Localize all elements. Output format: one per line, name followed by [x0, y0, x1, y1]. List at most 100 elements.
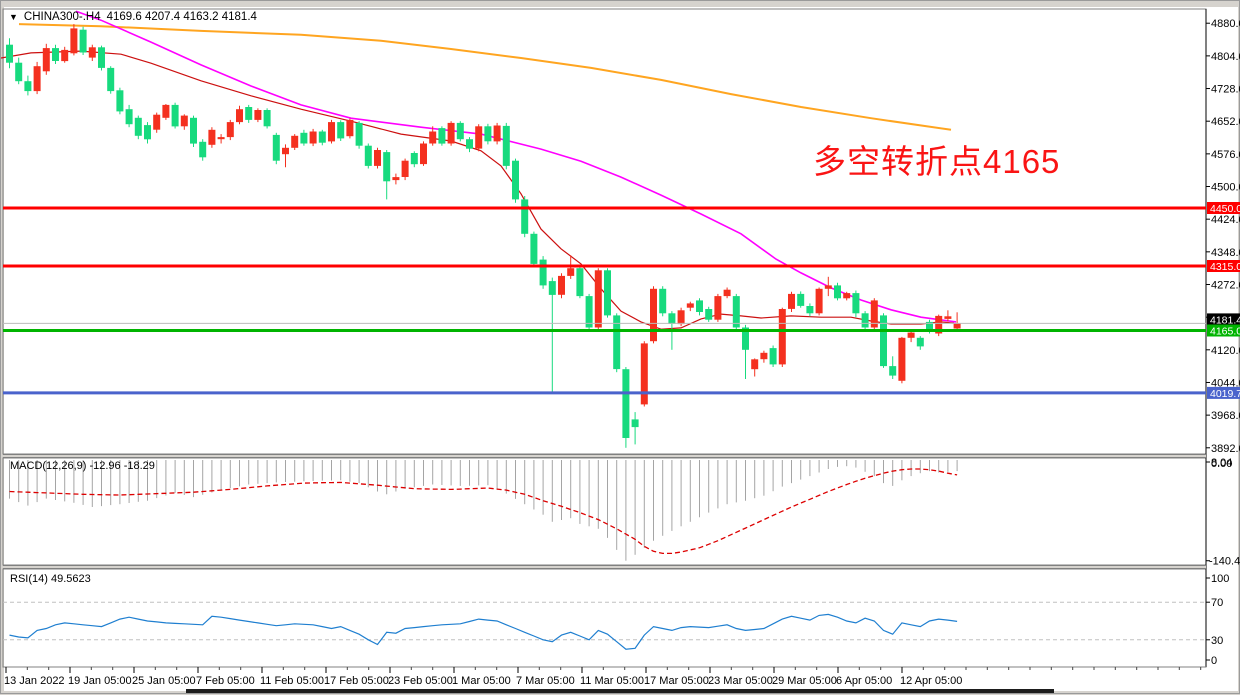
candle-body	[650, 288, 657, 342]
chart-paper[interactable]	[4, 7, 1238, 691]
candle-body	[521, 199, 529, 234]
price-axis-label: 3892.0	[1211, 443, 1240, 455]
candle-body	[502, 125, 510, 166]
candle-body	[548, 281, 556, 295]
price-axis-label: 4652.0	[1211, 116, 1240, 128]
date-axis-label: 17 Mar 05:00	[644, 675, 709, 687]
candle-body	[190, 117, 197, 144]
candle-body	[512, 160, 519, 200]
level-badge-4450.0	[1207, 202, 1240, 214]
current-price-badge-text: 4181.4	[1210, 314, 1240, 326]
candle-body	[677, 310, 685, 325]
chart-annotation: 多空转折点4165	[813, 143, 1061, 180]
price-axis-label: 4348.0	[1211, 247, 1240, 259]
rsi-indicator-label: RSI(14) 49.5623	[10, 573, 91, 585]
candle-body	[953, 323, 961, 329]
candle-body	[153, 114, 161, 130]
candle-body	[585, 296, 593, 328]
candle-body	[622, 369, 630, 438]
candle-body	[282, 147, 289, 155]
candle-body	[98, 47, 105, 68]
price-axis-label: 4044.0	[1211, 377, 1240, 389]
candle-body	[631, 419, 639, 428]
candle-body	[723, 289, 731, 297]
symbol-timeframe-label: CHINA300-.H4	[23, 11, 101, 23]
candle-body	[429, 131, 437, 144]
candle-body	[125, 109, 133, 125]
candle-body	[162, 104, 170, 118]
candle-body	[144, 125, 151, 140]
panel-separator-rsi[interactable]	[3, 565, 1206, 569]
candle-body	[778, 309, 786, 365]
rsi-axis-label: 70	[1211, 597, 1223, 609]
price-axis-label: 4500.0	[1211, 182, 1240, 194]
candle-body	[392, 177, 400, 181]
candle-body	[318, 131, 326, 143]
candle-body	[272, 134, 280, 161]
macd-panel[interactable]	[2, 457, 1207, 566]
date-axis-label: 13 Jan 2022	[4, 675, 65, 687]
candle-body	[558, 275, 565, 295]
candle-body	[24, 81, 32, 92]
date-axis-label: 23 Mar 05:00	[708, 675, 773, 687]
h-scrollbar-thumb[interactable]	[186, 689, 1054, 693]
candle-body	[134, 117, 142, 136]
date-axis-label: 12 Apr 05:00	[900, 675, 962, 687]
candle-body	[944, 316, 952, 319]
macd-signal-line	[9, 468, 958, 555]
candle-body	[208, 129, 216, 145]
date-axis-label: 19 Jan 05:00	[68, 675, 132, 687]
candle-body	[475, 126, 483, 149]
candle-body	[530, 233, 538, 264]
panel-separator-macd[interactable]	[3, 454, 1206, 458]
candle-body	[898, 337, 906, 381]
candle-body	[806, 306, 814, 314]
candle-body	[263, 110, 271, 127]
chart-title: ▼ CHINA300-.H4 4169.6 4207.4 4163.2 4181…	[9, 11, 257, 23]
candle-body	[889, 366, 897, 376]
candle-body	[180, 115, 188, 127]
macd-axis-overlap-label: 8.04	[1211, 457, 1232, 469]
candle-body	[576, 268, 584, 297]
level-badge-4315.0	[1207, 260, 1240, 272]
main-chart-panel[interactable]	[2, 8, 1207, 455]
date-axis-label: 23 Feb 05:00	[388, 675, 453, 687]
date-axis-label: 7 Mar 05:00	[516, 675, 575, 687]
candle-body	[594, 270, 602, 328]
candle-body	[935, 315, 943, 334]
candle-body	[760, 352, 768, 360]
candle-body	[410, 153, 418, 165]
candle-body	[834, 285, 841, 299]
ma-fast-line	[1, 50, 955, 330]
candle-body	[88, 47, 96, 58]
candle-body	[420, 143, 427, 165]
candle-body	[199, 141, 207, 158]
rsi-panel[interactable]	[2, 568, 1207, 668]
candle-body	[401, 160, 409, 177]
price-axis-label: 4804.0	[1211, 51, 1240, 63]
candle-body	[861, 313, 869, 328]
candle-body	[254, 110, 262, 120]
macd-axis-zero-label: 0.00	[1211, 458, 1232, 470]
macd-indicator-label: MACD(12,26,9) -12.96 -18.29	[10, 460, 155, 472]
candle-body	[328, 122, 335, 142]
price-axis-label: 4728.0	[1211, 84, 1240, 96]
candle-body	[668, 313, 676, 324]
candle-body	[769, 348, 777, 365]
candle-body	[52, 48, 59, 61]
date-axis-label: 7 Feb 05:00	[196, 675, 255, 687]
candle-body	[300, 132, 308, 144]
candle-body	[337, 122, 345, 139]
candle-body	[236, 109, 243, 123]
candle-body	[751, 359, 759, 370]
candle-body	[383, 152, 391, 182]
level-badge-4019.7	[1207, 386, 1240, 399]
symbol-dropdown-icon[interactable]: ▼	[9, 11, 18, 22]
candle-body	[171, 104, 179, 127]
date-axis-label: 17 Feb 05:00	[324, 675, 389, 687]
candle-body	[15, 62, 23, 82]
candle-body	[42, 48, 50, 72]
rsi-axis-label: 100	[1211, 573, 1229, 585]
candle-body	[466, 139, 473, 149]
